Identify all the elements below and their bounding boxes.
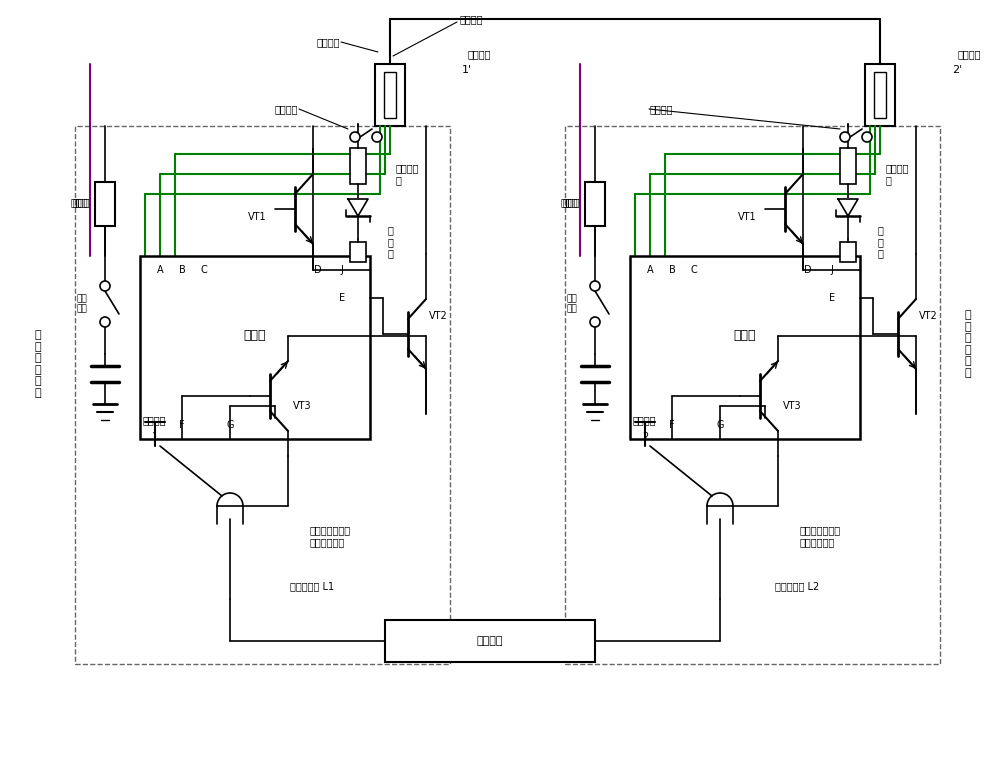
- Text: F: F: [179, 420, 185, 430]
- Text: 输入端子: 输入端子: [143, 415, 166, 425]
- Text: VT3: VT3: [293, 401, 311, 411]
- Text: 端子内芯: 端子内芯: [460, 14, 484, 24]
- Text: 2: 2: [642, 432, 648, 442]
- Text: VT1: VT1: [248, 212, 267, 222]
- Text: VT1: VT1: [738, 212, 757, 222]
- Text: 被测线束和输入
端子连接插头: 被测线束和输入 端子连接插头: [310, 526, 351, 546]
- Text: VT2: VT2: [429, 311, 447, 321]
- Text: G: G: [716, 420, 724, 430]
- Circle shape: [590, 281, 600, 291]
- Circle shape: [372, 132, 382, 142]
- Text: 接触开关: 接触开关: [274, 104, 298, 114]
- Bar: [384, 72, 396, 118]
- Text: 电源
开关: 电源 开关: [566, 294, 577, 313]
- Text: 报
警
器: 报 警 器: [878, 225, 884, 259]
- Text: F: F: [669, 420, 675, 430]
- Text: 输出端子: 输出端子: [468, 49, 492, 59]
- Bar: [375, 64, 405, 126]
- Text: 1: 1: [152, 432, 158, 442]
- Text: 单片机: 单片机: [734, 329, 756, 342]
- Text: 输入端子: 输入端子: [633, 415, 656, 425]
- Text: 智
能
保
护
装
置: 智 能 保 护 装 置: [35, 330, 41, 398]
- Bar: [840, 148, 856, 184]
- Text: 端子外壳: 端子外壳: [316, 37, 340, 47]
- Text: A: A: [157, 265, 163, 275]
- Text: 保险丝: 保险丝: [562, 197, 580, 207]
- Text: VT2: VT2: [919, 311, 937, 321]
- Text: B: B: [179, 265, 185, 275]
- Text: A: A: [647, 265, 653, 275]
- Text: 单片机: 单片机: [244, 329, 266, 342]
- Bar: [140, 256, 370, 439]
- Bar: [630, 256, 860, 439]
- Bar: [585, 182, 605, 226]
- Polygon shape: [348, 199, 368, 216]
- Text: 报
警
器: 报 警 器: [388, 225, 394, 259]
- Text: 被检测线路 L2: 被检测线路 L2: [775, 581, 819, 591]
- Text: 被检测线路 L1: 被检测线路 L1: [290, 581, 334, 591]
- Bar: [385, 620, 595, 662]
- Circle shape: [350, 132, 360, 142]
- Text: B: B: [669, 265, 675, 275]
- Text: E: E: [339, 293, 345, 303]
- Circle shape: [840, 132, 850, 142]
- Text: 保险丝: 保险丝: [72, 197, 90, 207]
- Bar: [350, 242, 366, 262]
- Text: J: J: [341, 265, 343, 275]
- Text: 被测线束和输入
端子连接插头: 被测线束和输入 端子连接插头: [800, 526, 841, 546]
- Text: 智
能
保
护
装
置: 智 能 保 护 装 置: [965, 310, 971, 378]
- Text: J: J: [831, 265, 833, 275]
- Circle shape: [100, 281, 110, 291]
- Text: 保险丝: 保险丝: [70, 197, 88, 207]
- Text: 输出端子: 输出端子: [958, 49, 982, 59]
- Bar: [95, 182, 115, 226]
- Text: 接触开关: 接触开关: [650, 104, 674, 114]
- Text: VT3: VT3: [783, 401, 801, 411]
- Bar: [840, 242, 856, 262]
- Text: D: D: [804, 265, 812, 275]
- Text: 稳压二极
管: 稳压二极 管: [886, 163, 910, 185]
- Text: D: D: [314, 265, 322, 275]
- Circle shape: [862, 132, 872, 142]
- Text: 电源
开关: 电源 开关: [76, 294, 87, 313]
- Bar: [350, 148, 366, 184]
- Text: 保险丝: 保险丝: [560, 197, 578, 207]
- Bar: [865, 64, 895, 126]
- Circle shape: [100, 317, 110, 327]
- Circle shape: [590, 317, 600, 327]
- Bar: [874, 72, 886, 118]
- Text: 2': 2': [952, 65, 962, 75]
- Text: C: C: [201, 265, 207, 275]
- Text: E: E: [829, 293, 835, 303]
- Bar: [75, 126, 450, 664]
- Text: 1': 1': [462, 65, 472, 75]
- Polygon shape: [838, 199, 858, 216]
- Text: 稳压二极
管: 稳压二极 管: [396, 163, 420, 185]
- Text: 实训设备: 实训设备: [477, 636, 503, 646]
- Text: C: C: [691, 265, 697, 275]
- Text: G: G: [226, 420, 234, 430]
- Bar: [565, 126, 940, 664]
